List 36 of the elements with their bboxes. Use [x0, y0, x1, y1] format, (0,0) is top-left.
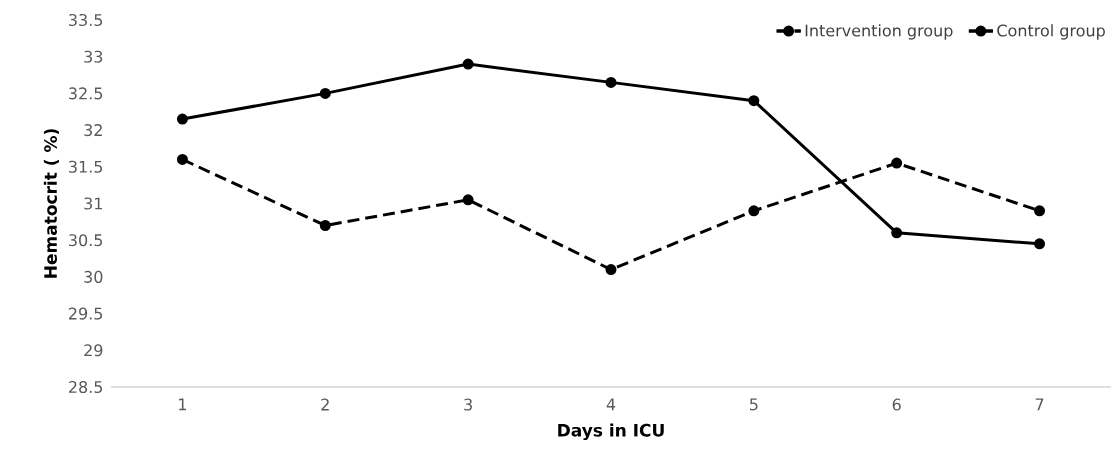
- y-tick-label: 30: [84, 270, 103, 283]
- point: [605, 76, 617, 88]
- point: [462, 58, 474, 70]
- x-axis-title: Days in ICU: [558, 423, 664, 441]
- point: [462, 194, 474, 206]
- x-tick-label: 4: [606, 398, 616, 411]
- y-tick-label: 32.5: [69, 87, 103, 100]
- point: [319, 220, 331, 232]
- y-tick-label: 32: [84, 124, 102, 137]
- point: [891, 157, 903, 169]
- point: [748, 95, 760, 107]
- x-tick-label: 2: [321, 398, 329, 411]
- point: [319, 87, 331, 99]
- x-tick-label: 1: [179, 398, 187, 411]
- x-tick-label: 3: [464, 398, 472, 411]
- y-tick-label: 29: [84, 344, 103, 357]
- legend-label: Control group: [997, 24, 1105, 40]
- point: [176, 113, 188, 125]
- point: [891, 227, 903, 239]
- x-tick-label: 6: [892, 398, 901, 411]
- y-tick-label: 31.5: [69, 160, 103, 173]
- point: [1034, 205, 1046, 217]
- point: [605, 264, 617, 276]
- y-tick-label: 31: [84, 197, 102, 210]
- legend-label: Intervention group: [805, 24, 953, 40]
- point: [748, 205, 760, 217]
- point: [1034, 238, 1046, 250]
- x-tick-label: 5: [749, 398, 758, 411]
- point: [176, 153, 188, 165]
- y-tick-label: 28.5: [69, 380, 103, 394]
- y-tick-label: 33: [84, 50, 103, 63]
- y-tick-label: 30.5: [69, 234, 103, 247]
- y-axis-title: Hematocrit ( %): [43, 129, 59, 278]
- y-tick-label: 33.5: [69, 13, 103, 27]
- y-tick-label: 29.5: [69, 307, 103, 320]
- x-tick-label: 7: [1035, 398, 1044, 411]
